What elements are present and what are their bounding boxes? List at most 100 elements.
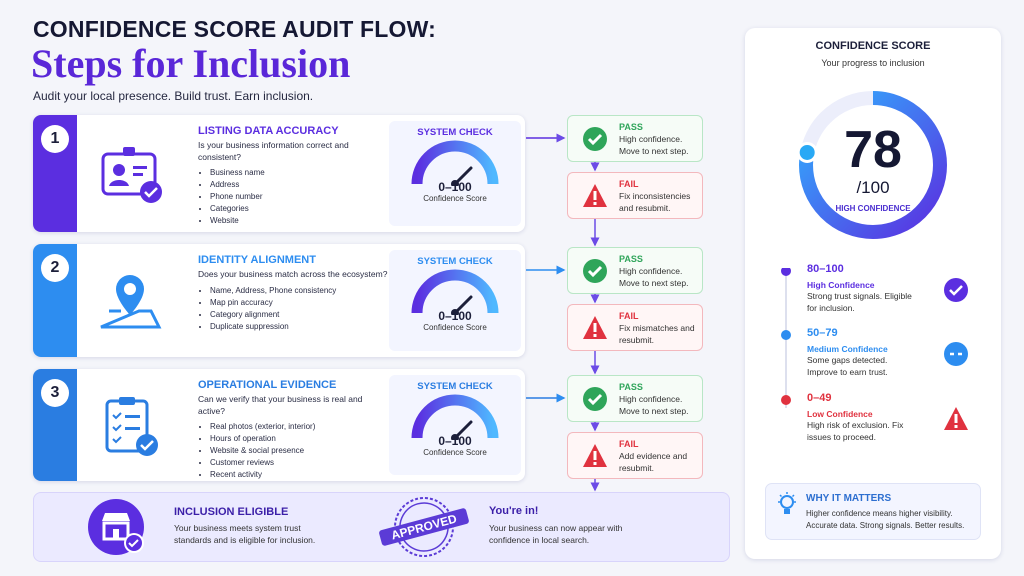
step-item: Website	[210, 215, 388, 227]
icon-part	[113, 163, 125, 176]
icon-part	[949, 285, 963, 296]
pass-text: High confidence. Move to next step.	[619, 266, 689, 288]
step-title: OPERATIONAL EVIDENCE	[198, 379, 337, 391]
icon-part	[124, 282, 136, 295]
fail-text: Fix mismatches and resubmit.	[619, 323, 695, 345]
step-item: Name, Address, Phone consistency	[210, 285, 388, 297]
tier-label: Medium Confidence	[807, 344, 888, 354]
fail-text: Add evidence and resubmit.	[619, 451, 688, 473]
icon-part	[125, 415, 140, 418]
tier-icon	[944, 407, 968, 430]
step-item: Address	[210, 179, 388, 191]
step-card: 2 IDENTITY ALIGNMENT Does your business ma…	[33, 244, 525, 357]
tier-label: Low Confidence	[807, 409, 873, 419]
gauge	[411, 394, 499, 440]
step-question: Does your business match across the ecos…	[198, 269, 388, 279]
step-title: IDENTITY ALIGNMENT	[198, 254, 316, 266]
icon-part	[451, 180, 459, 186]
panel-title: CONFIDENCE SCORE	[815, 40, 931, 52]
check-range: 0–100	[438, 434, 472, 448]
pass-label: PASS	[619, 382, 643, 392]
step-item: Customer reviews	[210, 457, 388, 469]
why-text: Higher confidence means higher visibilit…	[806, 509, 965, 530]
step-text: LISTING DATA ACCURACY Is your business in…	[198, 125, 388, 227]
pass-text: High confidence. Move to next step.	[619, 394, 689, 416]
subtitle: Steps for Inclusion	[31, 41, 351, 86]
icon-part	[136, 434, 158, 456]
step-icon	[101, 146, 162, 203]
pass-text: High confidence. Move to next step.	[619, 134, 689, 156]
title: CONFIDENCE SCORE AUDIT FLOW:	[33, 16, 436, 42]
step-items: Business nameAddressPhone numberCategori…	[198, 167, 388, 227]
gauge	[411, 140, 499, 186]
step-item: Website & social presence	[210, 445, 388, 457]
step-items: Name, Address, Phone consistencyMap pin …	[198, 285, 388, 333]
tier-range: 80–100	[807, 263, 844, 275]
tier: 0–49 Low Confidence High risk of exclusion…	[807, 392, 937, 443]
icon-part	[781, 395, 791, 405]
tagline: Audit your local presence. Build trust. …	[33, 89, 314, 103]
result-detail: Your business can now appear with confid…	[489, 523, 623, 545]
step-item: Hours of operation	[210, 433, 388, 445]
icon-part	[593, 323, 597, 332]
fail-box: FAIL Fix inconsistencies and resubmit.	[567, 172, 703, 219]
icon-part	[587, 265, 603, 278]
icon-part	[140, 180, 162, 203]
gauge	[411, 269, 499, 315]
fail-icon	[583, 184, 607, 207]
check-caption: Confidence Score	[423, 448, 487, 457]
system-check: SYSTEM CHECK 0–100 Confidence Score	[389, 121, 521, 226]
pass-box: PASS High confidence. Move to next step.	[567, 115, 703, 162]
check-caption: Confidence Score	[423, 323, 487, 332]
icon-part	[100, 309, 162, 328]
fail-text: Fix inconsistencies and resubmit.	[619, 191, 691, 213]
score-panel: CONFIDENCE SCORE Your progress to inclusi…	[745, 28, 1001, 559]
icon-part	[123, 146, 135, 156]
pass-icon	[583, 259, 607, 283]
step-question: Can we verify that your business is real…	[198, 394, 363, 416]
icon-part	[144, 186, 158, 198]
step-item: Categories	[210, 203, 388, 215]
step-icon	[105, 397, 158, 456]
check-caption: Confidence Score	[423, 194, 487, 203]
score-value: 78	[844, 121, 902, 179]
system-check: SYSTEM CHECK 0–100 Confidence Score	[389, 250, 521, 351]
icon-part	[451, 434, 459, 440]
step-item: Duplicate suppression	[210, 321, 388, 333]
pass-label: PASS	[619, 122, 643, 132]
step-item: Map pin accuracy	[210, 297, 388, 309]
fail-box: FAIL Fix mismatches and resubmit.	[567, 304, 703, 351]
step-item: Real photos (exterior, interior)	[210, 421, 388, 433]
tier-range: 50–79	[807, 327, 838, 339]
pass-box: PASS High confidence. Move to next step.	[567, 375, 703, 422]
check-title: SYSTEM CHECK	[417, 381, 493, 392]
pass-box: PASS High confidence. Move to next step.	[567, 247, 703, 294]
icon-part	[593, 451, 597, 460]
result-bar: INCLUSION ELIGIBLE Your business meets sy…	[33, 492, 730, 562]
icon-part	[451, 309, 459, 315]
fail-label: FAIL	[619, 311, 639, 321]
step-item: Business name	[210, 167, 388, 179]
icon-part	[593, 191, 597, 200]
step-item: Phone number	[210, 191, 388, 203]
icon-part	[112, 412, 122, 444]
step-card: 1 LISTING DATA ACCURACY Is your business i…	[33, 115, 525, 232]
panel-subtitle: Your progress to inclusion	[821, 58, 925, 68]
icon-part	[411, 140, 499, 185]
icon-part	[781, 330, 791, 340]
step-title: LISTING DATA ACCURACY	[198, 125, 339, 137]
icon-part	[944, 278, 968, 302]
tier-label: High Confidence	[807, 280, 875, 290]
step-card: 3 OPERATIONAL EVIDENCE Can we verify that …	[33, 369, 525, 481]
icon-part	[102, 513, 130, 521]
tier-line	[781, 268, 791, 408]
fail-label: FAIL	[619, 439, 639, 449]
icon-part	[954, 425, 958, 428]
tier-text: High risk of exclusion. Fix issues to pr…	[807, 420, 904, 442]
check-title: SYSTEM CHECK	[417, 127, 493, 138]
why-box: WHY IT MATTERS Higher confidence means hi…	[765, 483, 981, 540]
icon-part	[119, 397, 135, 405]
icon-part	[784, 509, 790, 514]
fail-icon	[583, 444, 607, 467]
